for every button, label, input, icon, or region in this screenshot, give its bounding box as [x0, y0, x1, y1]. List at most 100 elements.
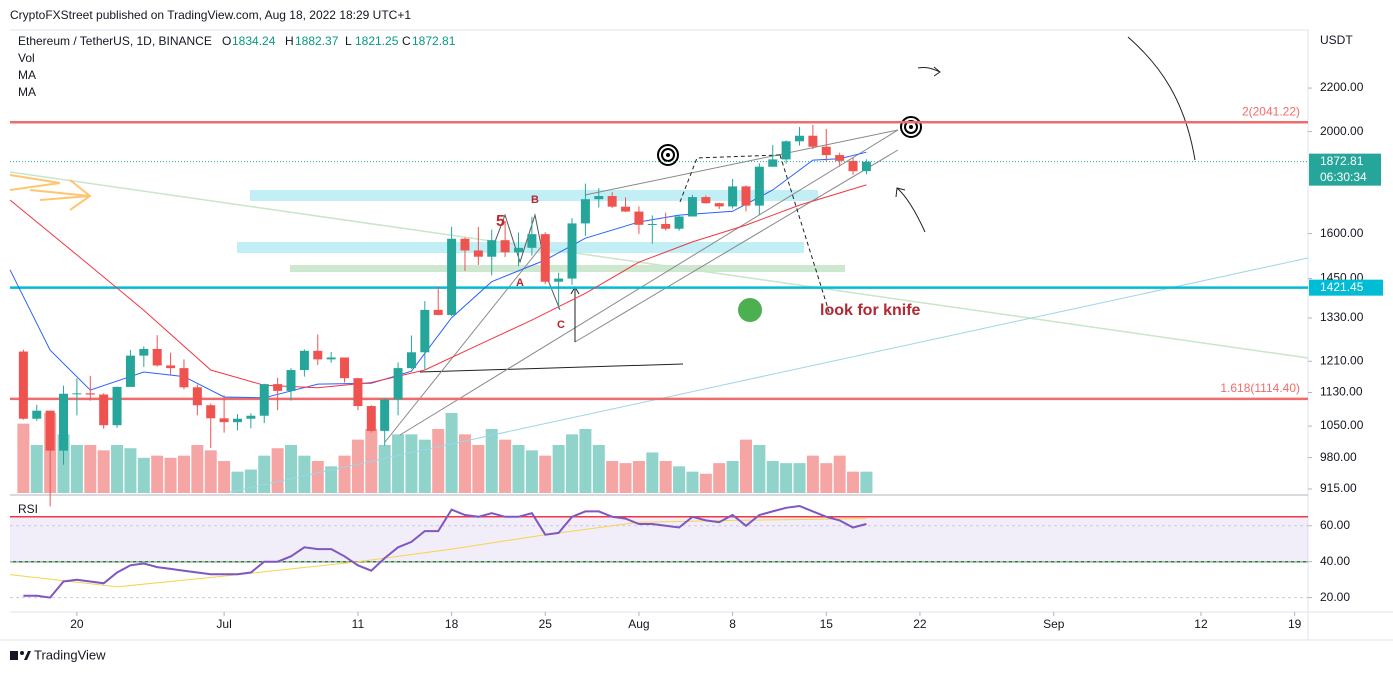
candle-body [554, 278, 564, 282]
volume-bar [673, 466, 686, 493]
x-tick-label: 20 [70, 617, 84, 631]
rsi-line [23, 504, 867, 599]
candle-body [85, 393, 95, 395]
candle-body [366, 406, 376, 431]
volume-bar [338, 455, 351, 493]
candle-body [661, 223, 671, 229]
candle-body [139, 348, 149, 356]
volume-bar [30, 445, 43, 493]
candle-body [768, 159, 778, 167]
ohlc-label: L [345, 34, 352, 48]
candle-body [380, 399, 390, 431]
volume-bar [632, 461, 645, 493]
ohlc-label: O [222, 34, 231, 48]
brand-logo [10, 651, 31, 660]
y-tick-label: 2000.00 [1320, 124, 1364, 138]
countdown: 06:30:34 [1320, 170, 1367, 184]
candle-body [808, 135, 818, 147]
candle-body [513, 247, 523, 253]
indicator-legend: MA [18, 68, 36, 82]
x-tick-label: 25 [539, 617, 553, 631]
candle-body [393, 368, 403, 400]
price-label: 1872.81 [1320, 154, 1364, 168]
candle-body [246, 415, 256, 419]
candle-body [647, 223, 657, 225]
channel-line [584, 129, 899, 196]
candle-body [273, 384, 283, 391]
candle-body [473, 250, 483, 257]
candle-body [152, 348, 162, 366]
volume-bar [70, 445, 83, 493]
volume-bar [298, 455, 311, 493]
ma-line [9, 184, 867, 389]
volume-bar [458, 434, 471, 493]
candle-body [179, 368, 189, 388]
candle-body [406, 352, 416, 369]
target-icon [657, 144, 679, 166]
publish-header: CryptoFXStreet published on TradingView.… [10, 8, 411, 22]
candle-body [32, 410, 42, 419]
y-tick-label: 1600.00 [1320, 226, 1364, 240]
candle-body [340, 357, 350, 379]
volume-bar [164, 457, 177, 493]
candle-body [299, 350, 309, 371]
marker [738, 298, 762, 322]
y-tick-label: 1210.00 [1320, 353, 1364, 367]
ohlc-value: 1872.81 [412, 34, 456, 48]
volume-bar [552, 445, 565, 493]
candle-body [45, 410, 55, 451]
volume-bar [258, 455, 271, 493]
candle-body [18, 351, 28, 419]
candle-body [206, 405, 216, 419]
volume-bar [619, 463, 632, 493]
volume-bar [191, 445, 204, 493]
y-tick-label: 1050.00 [1320, 418, 1364, 432]
channel-line [399, 129, 899, 436]
y-tick-label: 2200.00 [1320, 80, 1364, 94]
volume-bar [244, 469, 257, 493]
volume-bar [833, 455, 846, 493]
candle-body [192, 387, 202, 406]
volume-bar [311, 461, 324, 493]
candle-body [594, 196, 604, 200]
x-tick-label: Jul [216, 617, 231, 631]
volume-bar [271, 448, 284, 493]
level-label: 2(2041.22) [1242, 104, 1300, 118]
volume-bar [512, 445, 525, 493]
y-tick-label: 915.00 [1320, 481, 1357, 495]
volume-bar [699, 473, 712, 493]
volume-bar [820, 463, 833, 493]
volume-bar [351, 439, 364, 493]
candle-body [540, 234, 550, 282]
trend-line [229, 257, 1309, 493]
volume-bar [405, 434, 418, 493]
volume-bar [472, 445, 485, 493]
volume-bar [418, 439, 431, 493]
candle-body [527, 234, 537, 248]
volume-bar [84, 445, 97, 493]
volume-bar [325, 466, 338, 493]
rsi-band [10, 516, 1308, 562]
candle-body [687, 197, 697, 217]
volume-bar [753, 445, 766, 493]
volume-bar [713, 463, 726, 493]
volume-bar [780, 463, 793, 493]
arrows [9, 174, 92, 211]
candle-body [433, 309, 443, 315]
volume-bar [646, 452, 659, 493]
candle-body [125, 355, 135, 387]
y-tick-label: 20.00 [1320, 590, 1350, 604]
x-tick-label: Sep [1043, 617, 1065, 631]
volume-bar [378, 445, 391, 493]
price-label: 1421.45 [1320, 280, 1364, 294]
volume-bar [111, 445, 124, 493]
volume-bar [124, 448, 137, 493]
candle-body [313, 350, 323, 360]
ohlc-label: H [285, 34, 294, 48]
annotation: look for knife [820, 302, 921, 319]
candle-body [487, 240, 497, 257]
candle-body [166, 365, 176, 369]
